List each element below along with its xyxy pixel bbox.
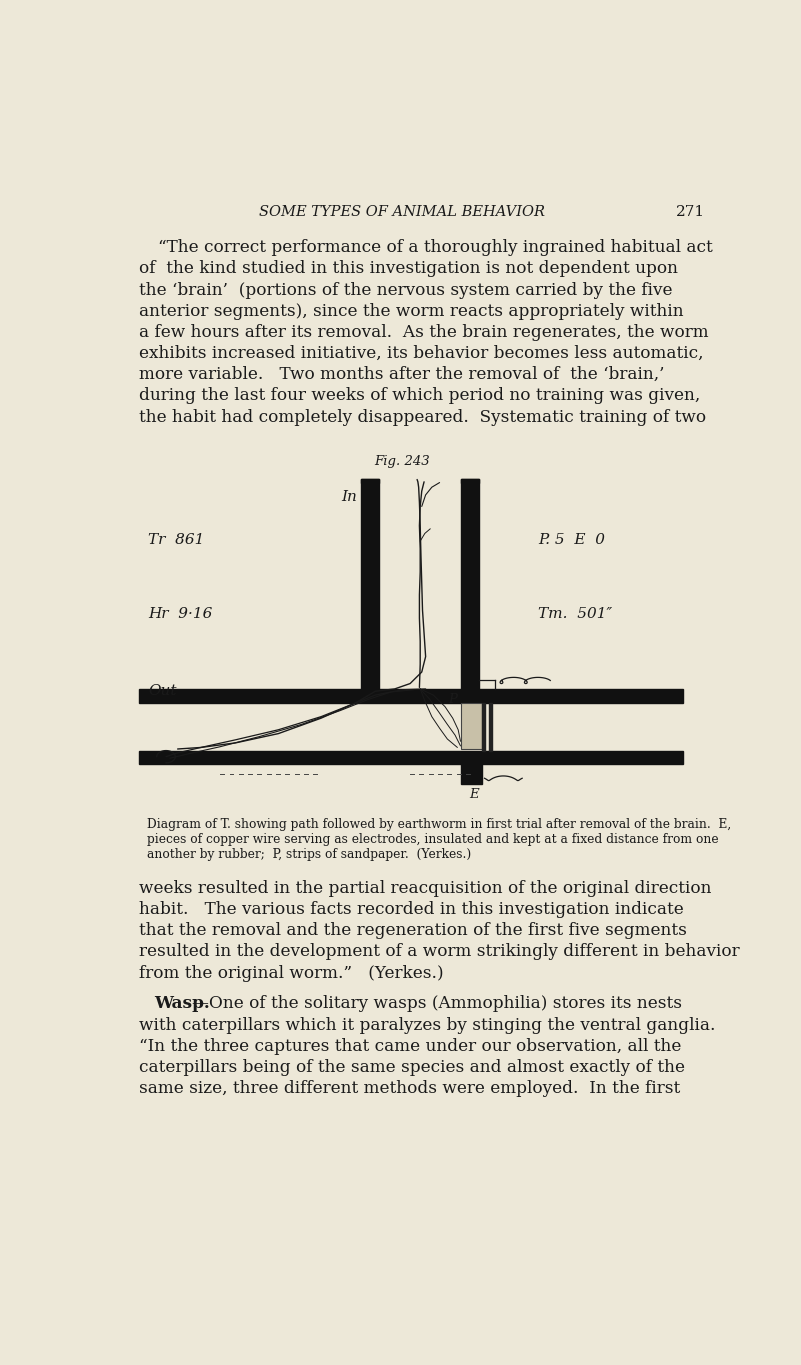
Text: “The correct performance of a thoroughly ingrained habitual act: “The correct performance of a thoroughly… bbox=[159, 239, 713, 257]
Text: pieces of copper wire serving as electrodes, insulated and kept at a fixed dista: pieces of copper wire serving as electro… bbox=[147, 833, 718, 846]
Text: same size, three different methods were employed.  In the first: same size, three different methods were … bbox=[139, 1080, 680, 1097]
Text: 271: 271 bbox=[676, 205, 705, 218]
Text: Out: Out bbox=[148, 684, 177, 699]
Bar bbox=[139, 751, 683, 764]
Text: another by rubber;  P, strips of sandpaper.  (Yerkes.): another by rubber; P, strips of sandpape… bbox=[147, 848, 471, 860]
Text: weeks resulted in the partial reacquisition of the original direction: weeks resulted in the partial reacquisit… bbox=[139, 880, 711, 897]
Bar bbox=[461, 479, 479, 483]
Text: Hr  9·16: Hr 9·16 bbox=[148, 606, 212, 621]
Text: the habit had completely disappeared.  Systematic training of two: the habit had completely disappeared. Sy… bbox=[139, 408, 706, 426]
Text: Wasp.: Wasp. bbox=[155, 995, 210, 1013]
Text: resulted in the development of a worm strikingly different in behavior: resulted in the development of a worm st… bbox=[139, 943, 739, 961]
Text: with caterpillars which it paralyzes by stinging the ventral ganglia.: with caterpillars which it paralyzes by … bbox=[139, 1017, 715, 1033]
Text: of  the kind studied in this investigation is not dependent upon: of the kind studied in this investigatio… bbox=[139, 261, 678, 277]
Text: —One of the solitary wasps (Ammophilia) stores its nests: —One of the solitary wasps (Ammophilia) … bbox=[191, 995, 682, 1013]
Text: E: E bbox=[469, 788, 479, 800]
Text: during the last four weeks of which period no training was given,: during the last four weeks of which peri… bbox=[139, 388, 700, 404]
Text: Tr  861: Tr 861 bbox=[148, 534, 204, 547]
Text: “In the three captures that came under our observation, all the: “In the three captures that came under o… bbox=[139, 1037, 681, 1055]
Text: P. 5  E  0: P. 5 E 0 bbox=[538, 534, 605, 547]
Bar bbox=[361, 479, 379, 483]
Bar bbox=[361, 479, 379, 689]
Text: habit.   The various facts recorded in this investigation indicate: habit. The various facts recorded in thi… bbox=[139, 901, 683, 919]
Bar bbox=[489, 703, 493, 751]
Text: the ‘brain’  (portions of the nervous system carried by the five: the ‘brain’ (portions of the nervous sys… bbox=[139, 281, 672, 299]
Text: caterpillars being of the same species and almost exactly of the: caterpillars being of the same species a… bbox=[139, 1059, 685, 1076]
Bar bbox=[461, 479, 479, 689]
Text: Tm.  501″: Tm. 501″ bbox=[538, 606, 612, 621]
Bar bbox=[461, 764, 482, 784]
Bar bbox=[139, 689, 683, 703]
Text: anterior segments), since the worm reacts appropriately within: anterior segments), since the worm react… bbox=[139, 303, 683, 319]
Text: Diagram of T. showing path followed by earthworm in first trial after removal of: Diagram of T. showing path followed by e… bbox=[147, 818, 731, 831]
Bar bbox=[482, 703, 485, 751]
Text: a few hours after its removal.  As the brain regenerates, the worm: a few hours after its removal. As the br… bbox=[139, 324, 709, 341]
Text: P: P bbox=[448, 693, 457, 706]
Text: In: In bbox=[341, 490, 357, 504]
Text: SOME TYPES OF ANIMAL BEHAVIOR: SOME TYPES OF ANIMAL BEHAVIOR bbox=[260, 205, 545, 218]
Bar bbox=[461, 703, 482, 749]
Text: from the original worm.”   (Yerkes.): from the original worm.” (Yerkes.) bbox=[139, 965, 444, 981]
Text: that the removal and the regeneration of the first five segments: that the removal and the regeneration of… bbox=[139, 923, 686, 939]
Text: exhibits increased initiative, its behavior becomes less automatic,: exhibits increased initiative, its behav… bbox=[139, 345, 703, 362]
Text: more variable.   Two months after the removal of  the ‘brain,’: more variable. Two months after the remo… bbox=[139, 366, 664, 384]
Text: Fig. 243: Fig. 243 bbox=[375, 455, 430, 468]
